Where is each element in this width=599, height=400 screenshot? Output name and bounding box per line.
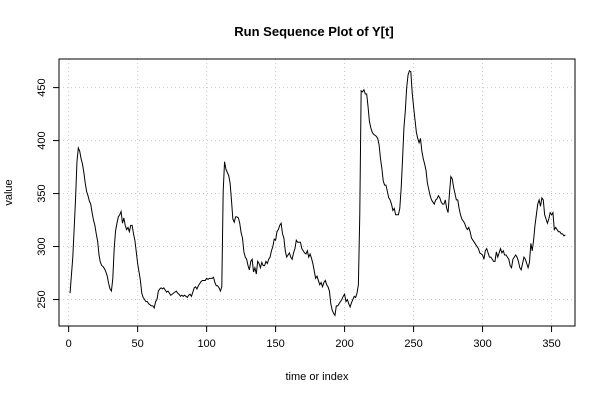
y-tick-label: 350	[36, 184, 48, 202]
y-tick-label: 450	[36, 78, 48, 96]
x-tick-label: 200	[335, 338, 353, 350]
y-tick-label: 400	[36, 131, 48, 149]
y-tick-label: 250	[36, 290, 48, 308]
x-tick-label: 350	[542, 338, 560, 350]
x-axis-label: time or index	[286, 371, 349, 383]
plot-frame	[58, 58, 576, 327]
x-tick-label: 300	[473, 338, 491, 350]
series-line	[69, 69, 566, 317]
x-tick-label: 150	[266, 338, 284, 350]
y-tick-label: 300	[36, 237, 48, 255]
grid	[59, 59, 575, 326]
chart-title: Run Sequence Plot of Y[t]	[234, 24, 393, 39]
x-axis: 0 50 100 150 200 250 300 350	[66, 325, 561, 350]
x-tick-label: 50	[132, 338, 144, 350]
x-tick-label: 250	[404, 338, 422, 350]
y-axis: 250 300 350 400 450	[36, 78, 60, 309]
y-axis-label: value	[3, 179, 15, 205]
x-tick-label: 0	[66, 338, 72, 350]
x-tick-label: 100	[197, 338, 215, 350]
